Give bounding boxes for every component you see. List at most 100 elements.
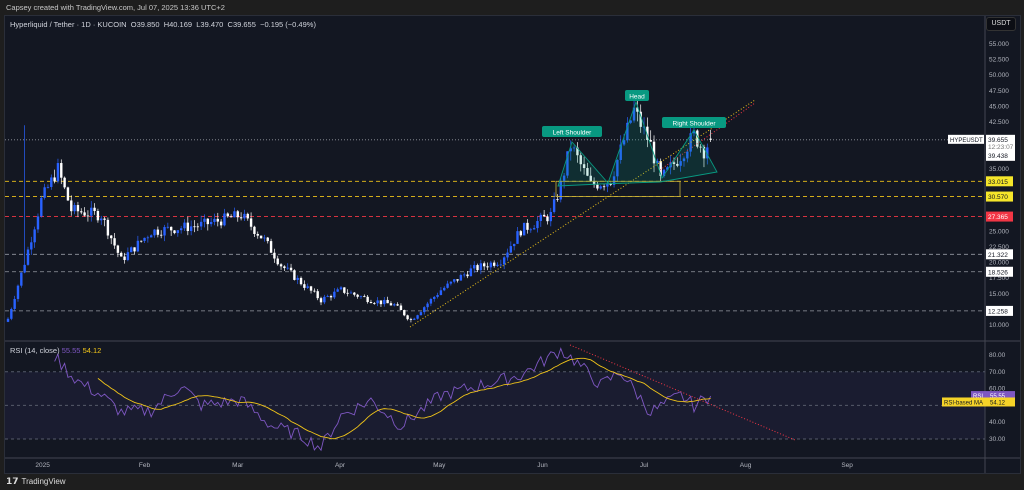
candle-body [36,216,40,230]
candle-body [199,221,203,227]
candle-body [10,308,13,319]
candle-body [43,187,46,198]
candle-body [426,303,429,308]
candle-body [76,205,80,212]
candle-body [516,231,519,244]
candle-body [239,217,243,219]
candle-body [559,180,562,200]
candle-body [566,151,569,176]
support-box [555,180,681,197]
candle-body [123,256,126,261]
candle-body [529,229,533,231]
price-tick-label: 15.000 [989,291,1009,298]
open-value: O39.850 [130,20,160,29]
tv-logo-icon: 𝟭𝟳 [6,476,19,486]
ma-tag-label: RSI-based MA [944,400,983,406]
candle-body [306,286,309,288]
candle-body [6,318,10,322]
candle-body [336,289,339,292]
low-value: L39.470 [196,20,224,29]
candle-body [30,242,33,250]
currency-button[interactable]: USDT [986,17,1016,31]
candle-body [569,148,572,152]
candle-body [552,199,556,212]
candle-body [506,252,509,258]
symbol-legend[interactable]: Hyperliquid / Tether · 1D · KUCOIN O39.8… [10,20,316,29]
candle-body [709,138,712,140]
candle-body [299,277,303,285]
symbol-tag-label: HYPEUSDT [950,138,983,144]
candle-body [439,290,443,295]
candle-body [649,139,652,142]
candle-body [203,218,206,222]
candle-body [266,237,269,242]
candle-body [56,163,60,182]
candle-body [403,310,406,316]
candle-body [599,186,602,189]
pattern-label-bg [662,117,726,128]
candle-body [606,183,609,187]
candle-body [446,283,449,288]
candle-body [662,169,666,176]
candle-body [699,146,702,148]
price-tick-label: 17.500 [989,275,1009,282]
candle-body [489,262,493,268]
candle-body [582,164,586,169]
candle-body [509,246,513,253]
ma-tag-value: 54.12 [990,400,1006,406]
candle-body [636,107,639,112]
candle-body [213,218,216,222]
candle-body [110,235,113,239]
candle-body [616,159,619,177]
price-tag [986,249,1013,260]
candle-body [20,272,23,286]
candle-body [103,218,106,220]
candle-body [449,281,453,284]
candle-body [692,130,696,134]
tradingview-logo[interactable]: 𝟭𝟳 TradingView [6,476,66,487]
candle-body [196,226,200,228]
trendline-red [659,102,756,171]
candle-body [173,230,176,234]
candle-body [236,211,239,218]
price-tick-label: 10.000 [989,322,1009,329]
countdown: 12:23:07 [988,144,1014,151]
candle-body [309,286,313,291]
price-tag-label: 12.258 [988,308,1008,315]
candle-body [656,161,659,164]
candle-body [376,300,379,304]
candle-body [193,226,196,228]
rsi-legend[interactable]: RSI (14, close) 55.55 54.12 [10,346,101,355]
candle-body [146,237,150,239]
candle-body [486,266,489,268]
candle-body [443,287,446,291]
candle-body [219,221,223,226]
candle-body [303,284,306,288]
time-axis-label: Jun [537,462,548,469]
price-tick-label: 35.000 [989,166,1009,173]
candle-body [466,274,469,277]
candle-body [612,176,616,185]
candle-body [482,263,486,267]
footer-brand: TradingView [21,477,66,486]
candle-body [176,230,180,234]
candle-body [399,305,403,311]
price-tick-label: 42.500 [989,119,1009,126]
candle-body [23,264,26,273]
candle-body [130,247,133,253]
candle-body [396,304,399,306]
candle-body [183,222,186,229]
candle-body [349,292,353,294]
candle-body [53,177,56,182]
last-price-tag [986,134,1015,161]
candle-body [216,218,219,222]
candle-body [159,234,163,236]
price-tag-label: 21.322 [988,252,1008,259]
candle-body [283,266,286,269]
candle-body [602,186,606,188]
candle-body [223,213,226,226]
candle-body [319,298,323,303]
candle-body [46,186,50,188]
candle-body [679,161,682,166]
